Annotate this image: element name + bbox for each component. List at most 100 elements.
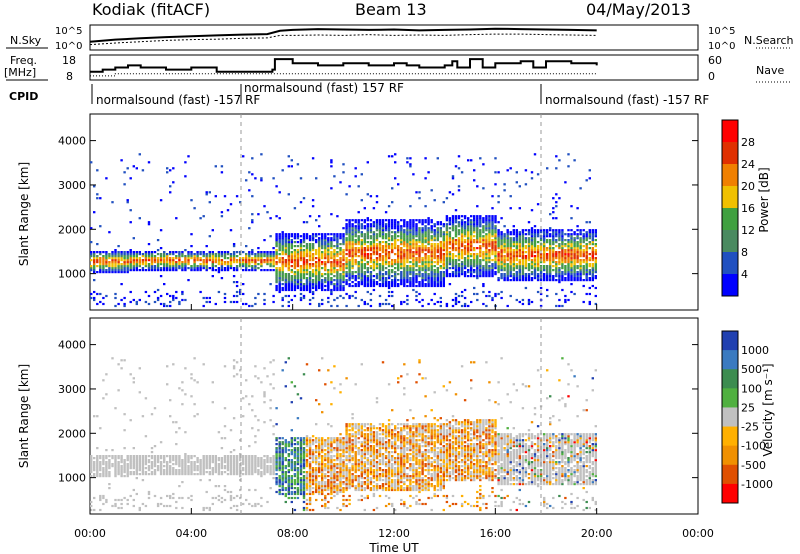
power-cell [169,267,172,270]
power-cell [147,251,151,254]
power-cell [494,237,497,240]
power-cell [318,215,321,218]
power-cell [442,223,445,226]
power-cell [470,249,473,252]
velocity-cell [245,459,248,462]
velocity-cell [172,469,175,472]
velocity-cell [159,473,163,476]
power-cell [561,253,564,256]
power-cell [375,221,379,224]
velocity-cell [275,455,278,458]
velocity-cell [181,469,184,472]
power-cell [217,290,221,294]
velocity-cell [242,457,245,460]
velocity-cell [254,504,257,508]
power-cell [311,239,315,242]
power-cell [463,304,467,308]
velocity-cell [181,403,184,406]
power-cell [333,279,336,282]
power-cell [363,281,366,284]
power-cell [454,217,458,220]
power-cell [159,253,163,256]
power-cell [181,253,184,256]
power-cell [96,251,99,254]
power-cell [503,263,506,266]
power-cell [463,257,467,260]
power-cell [476,235,479,238]
velocity-cell [290,485,293,488]
power-cell [467,243,470,246]
power-cell [190,199,193,202]
power-cell [363,221,366,224]
power-cell [594,275,597,278]
power-cell [202,261,205,264]
velocity-cell [181,381,184,384]
power-cell [512,267,515,270]
power-cell [287,275,290,278]
power-cell [296,163,300,166]
power-cell [378,227,382,230]
power-cell [442,283,445,286]
velocity-cell [135,465,138,468]
power-cell [524,247,528,250]
power-cell [403,279,406,282]
power-cell [251,304,254,308]
power-cell [348,245,351,248]
power-cell [518,277,521,280]
power-cell [579,239,582,242]
power-cell [473,239,476,242]
power-cell [144,255,148,258]
power-cell [108,271,111,274]
power-cell [318,284,321,288]
power-cell [552,265,555,268]
velocity-cell [105,461,108,464]
power-cell [302,288,306,292]
power-cell [387,237,391,240]
power-cell [448,231,452,234]
power-cell [126,255,129,258]
power-cell [342,277,345,280]
velocity-cell [108,487,111,490]
power-cell [488,265,491,268]
power-cell [199,251,202,254]
power-cell [445,257,449,260]
power-cell [418,283,421,286]
power-cell [245,265,248,268]
velocity-cell [193,357,196,360]
velocity-cell [281,483,284,486]
power-cell [235,267,239,270]
power-cell [245,255,248,258]
velocity-cell [245,455,248,458]
power-cell [251,219,254,222]
power-cell [232,267,236,270]
velocity-cell [275,477,278,480]
power-cell [278,290,281,294]
power-cell [299,239,303,242]
velocity-cell [123,469,126,472]
power-cell [400,239,403,242]
power-cell [412,269,415,272]
power-cell [348,237,351,240]
power-cell [454,269,458,272]
velocity-cell [144,504,148,508]
power-cell [375,229,379,232]
power-cell [278,284,281,288]
power-cell [427,217,430,220]
power-cell [530,209,534,212]
power-cell [205,261,208,264]
power-cell [114,261,117,264]
velocity-cell [90,471,93,474]
power-cell [366,302,369,306]
power-cell [555,257,558,260]
power-cell [585,265,588,268]
power-cell [342,267,345,270]
power-cell [585,261,588,264]
velocity-cell [187,467,190,470]
power-cell [169,185,172,188]
velocity-cell [138,506,141,510]
power-cell [403,231,406,234]
power-cell [324,249,327,252]
power-cell [454,233,458,236]
power-cell [485,304,488,308]
power-cell [387,225,391,228]
